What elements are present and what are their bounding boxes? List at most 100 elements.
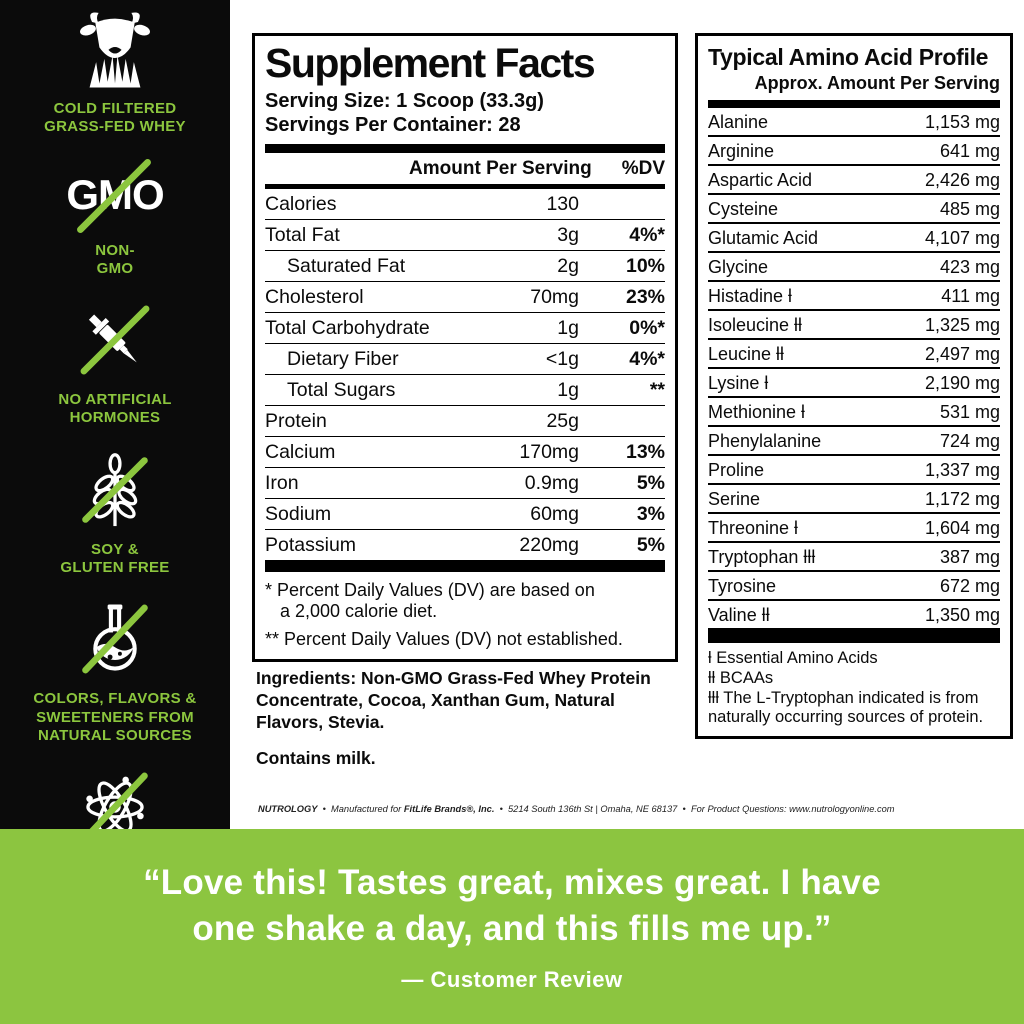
atom-crossed-icon (67, 766, 163, 848)
supplement-facts-panel: Supplement Facts Serving Size: 1 Scoop (… (252, 33, 678, 662)
amino-row: Aspartic Acid 2,426 mg (708, 166, 1000, 195)
amino-amount: 1,350 mg (924, 604, 1000, 625)
nutrient-dv: 10% (625, 254, 665, 277)
amino-amount: 1,153 mg (924, 111, 1000, 132)
amino-row: Glutamic Acid 4,107 mg (708, 224, 1000, 253)
facts-row: Calories 130 (265, 189, 665, 220)
divider-bar (265, 559, 665, 572)
nutrient-amount: 130 (546, 192, 579, 215)
badge-label: COLORS, FLAVORS & SWEETENERS FROM NATURA… (33, 690, 197, 744)
nutrient-name: Saturated Fat (287, 254, 406, 277)
divider-bar (708, 100, 1000, 108)
review-quote-line1: “Love this! Tastes great, mixes great. I… (143, 863, 881, 902)
amino-row: Histadine ƚ 411 mg (708, 282, 1000, 311)
nutrient-name: Cholesterol (265, 285, 364, 308)
nutrient-name: Dietary Fiber (287, 347, 399, 370)
amino-acid-panel: Typical Amino Acid Profile Approx. Amoun… (695, 33, 1013, 740)
nutrient-amount: 3g (557, 223, 579, 246)
nutrient-amount: 70mg (530, 285, 579, 308)
review-attribution: — Customer Review (401, 967, 623, 992)
facts-row: Saturated Fat 2g 10% (265, 251, 665, 282)
amino-amount: 1,325 mg (924, 314, 1000, 335)
amino-row: Cysteine 485 mg (708, 195, 1000, 224)
amino-amount: 1,337 mg (924, 459, 1000, 480)
amino-amount: 2,426 mg (924, 169, 1000, 190)
badge-soy-gluten-free: SOY & GLUTEN FREE (60, 449, 169, 578)
amino-amount: 2,190 mg (924, 372, 1000, 393)
amino-row: Glycine 423 mg (708, 253, 1000, 282)
nutrient-dv: ** (649, 378, 665, 401)
facts-row: Sodium 60mg 3% (265, 499, 665, 530)
feature-sidebar: COLD FILTERED GRASS-FED WHEY GMO NON- GM… (0, 0, 230, 894)
amino-name: Glycine (708, 256, 769, 277)
amino-footnotes: ƚ Essential Amino Acids ƚƚ BCAAs ƚƚƚ The L… (708, 649, 1000, 728)
amino-amount: 531 mg (939, 401, 1000, 422)
amino-name: Cysteine (708, 198, 779, 219)
badge-natural-sources: COLORS, FLAVORS & SWEETENERS FROM NATURA… (33, 598, 196, 745)
amino-name: Histadine ƚ (708, 285, 793, 306)
nutrient-name: Total Fat (265, 223, 340, 246)
amino-row: Phenylalanine 724 mg (708, 427, 1000, 456)
fitlife-brand: FitLife Brands®, Inc. (403, 804, 495, 814)
facts-row: Total Carbohydrate 1g 0%* (265, 313, 665, 344)
amino-row: Leucine ƚƚ 2,497 mg (708, 340, 1000, 369)
badge-no-artificial-hormones: NO ARTIFICIAL HORMONES (58, 299, 171, 428)
amino-panel-subtitle: Approx. Amount Per Serving (754, 73, 1000, 93)
footnote-dv-basis-line2: a 2,000 calorie diet. (280, 601, 438, 622)
amino-name: Phenylalanine (708, 430, 822, 451)
amino-amount: 1,172 mg (924, 488, 1000, 509)
customer-review-banner: “Love this! Tastes great, mixes great. I… (0, 829, 1024, 1024)
nutrient-dv: 0%* (629, 316, 665, 339)
flask-crossed-icon (67, 598, 163, 680)
divider-bar (708, 630, 1000, 643)
syringe-crossed-icon (67, 299, 163, 381)
nutrient-amount: 2g (557, 254, 579, 277)
badge-grass-fed-whey: COLD FILTERED GRASS-FED WHEY (44, 8, 186, 137)
facts-row: Dietary Fiber <1g 4%* (265, 344, 665, 375)
nutrient-dv: 4%* (629, 347, 665, 370)
nutrient-amount: 25g (546, 409, 579, 432)
nutrient-dv: 13% (625, 440, 665, 463)
amino-footnote: ƚƚƚ The L-Tryptophan indicated is from n… (708, 688, 984, 727)
footnote-dv-not-established: ** Percent Daily Values (DV) not establi… (265, 629, 623, 650)
review-quote: “Love this! Tastes great, mixes great. I… (143, 860, 881, 951)
amino-name: Serine (708, 488, 761, 509)
cow-grass-icon (67, 8, 163, 90)
amino-amount: 724 mg (939, 430, 1000, 451)
nutrient-name: Total Carbohydrate (265, 316, 430, 339)
amino-footnote: ƚ Essential Amino Acids (708, 649, 878, 667)
facts-row: Calcium 170mg 13% (265, 437, 665, 468)
nutrient-name: Total Sugars (287, 378, 396, 401)
nutrient-name: Sodium (265, 502, 332, 525)
amino-name: Aspartic Acid (708, 169, 813, 190)
amino-amount: 1,604 mg (924, 517, 1000, 538)
facts-row: Total Fat 3g 4%* (265, 220, 665, 251)
badge-label: SOY & GLUTEN FREE (60, 540, 170, 577)
amino-row: Lysine ƚ 2,190 mg (708, 369, 1000, 398)
amino-row: Serine 1,172 mg (708, 485, 1000, 514)
ingredients-text: Non-GMO Grass-Fed Whey Protein Concentra… (256, 668, 651, 732)
amino-row: Isoleucine ƚƚ 1,325 mg (708, 311, 1000, 340)
nutrient-amount: 1g (557, 378, 579, 401)
nutrient-amount: 170mg (519, 440, 579, 463)
facts-row: Total Sugars 1g ** (265, 375, 665, 406)
amino-row: Methionine ƚ 531 mg (708, 398, 1000, 427)
nutrient-name: Potassium (265, 533, 357, 556)
servings-per-container: Servings Per Container: 28 (265, 114, 521, 137)
amino-row: Threonine ƚ 1,604 mg (708, 514, 1000, 543)
amino-row: Proline 1,337 mg (708, 456, 1000, 485)
amino-row: Valine ƚƚ 1,350 mg (708, 601, 1000, 630)
badge-non-gmo: GMO NON- GMO (66, 158, 165, 279)
nutrient-amount: 60mg (530, 502, 579, 525)
badge-label: NO ARTIFICIAL HORMONES (58, 391, 172, 427)
footer-address-questions: • 5214 South 136th St | Omaha, NE 68137 … (494, 804, 895, 814)
col-amount-per-serving: Amount Per Serving (409, 157, 592, 179)
amino-amount: 387 mg (939, 546, 1000, 567)
amino-panel-title: Typical Amino Acid Profile (708, 44, 989, 70)
badge-label: NON- GMO (95, 241, 135, 277)
footer-manufactured-for: Manufactured for (331, 804, 404, 814)
amino-name: Threonine ƚ (708, 517, 799, 538)
facts-row: Protein 25g (265, 406, 665, 437)
nutrient-dv: 3% (636, 502, 665, 525)
